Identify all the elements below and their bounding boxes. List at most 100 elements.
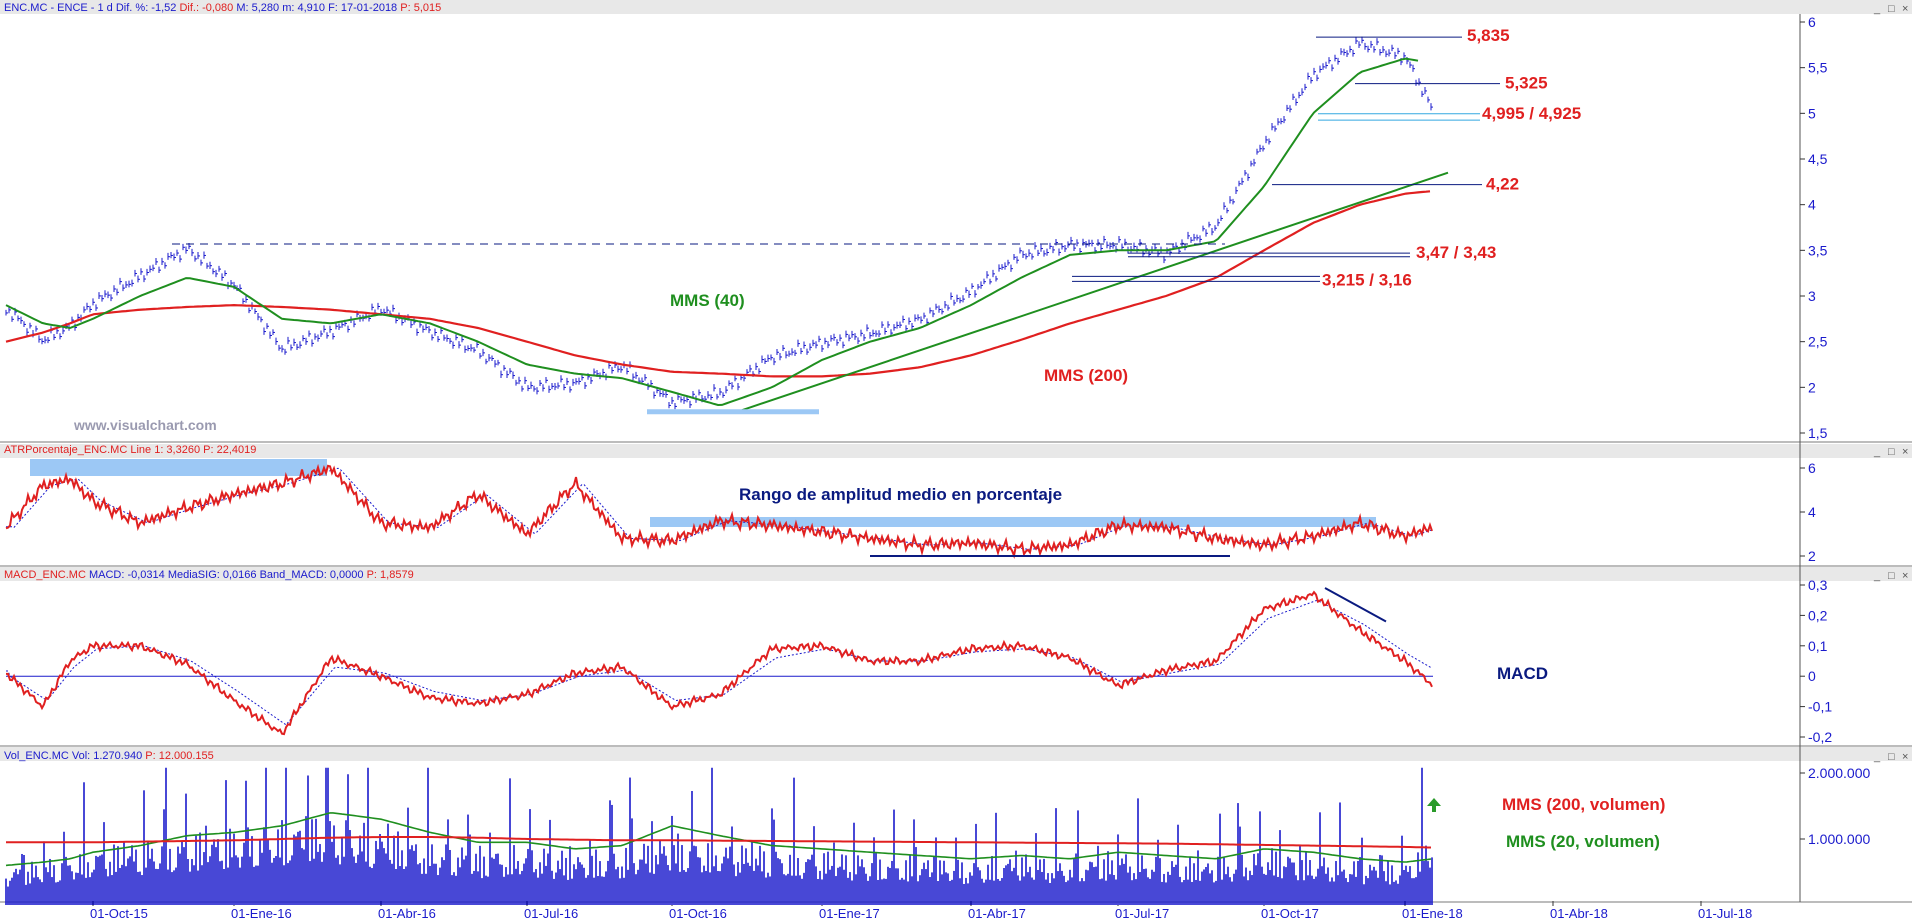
ma200-line (5, 190, 1431, 378)
macd-annotation: MACD (1497, 664, 1548, 683)
macd-header: MACD_ENC.MC MACD: -0,0314 MediaSIG: 0,01… (4, 569, 414, 581)
panels-background: _ □ × _ □ × _ □ × _ □ × (0, 0, 1912, 903)
price-header-min: m: 4,910 (282, 2, 325, 14)
price-ytick-label: 4,5 (1808, 151, 1828, 167)
atr-ytick-label: 4 (1808, 504, 1816, 520)
window-control-macd-2: × (1902, 570, 1908, 582)
window-control-atr-1: □ (1888, 446, 1895, 458)
macd-ytick-label: -0,1 (1808, 699, 1832, 715)
level-label-1: 5,325 (1505, 74, 1548, 93)
ma40-label: MMS (40) (670, 291, 745, 310)
vol-header-p: P: 12.000.155 (145, 750, 214, 762)
vol-ma200-line (6, 836, 1431, 849)
price-header-max: M: 5,280 (236, 2, 279, 14)
ma40-line (5, 57, 1419, 407)
price-header-period: 1 d (98, 2, 113, 14)
price-header-dif-pct: Dif. %: -1,52 (116, 2, 177, 14)
atr-header: ATRPorcentaje_ENC.MC Line 1: 3,3260 P: 2… (4, 444, 256, 456)
chart-marks: 6 5,5 5 4,5 4 3,5 3 2,5 2 1,5 6 4 2 0,3 0,2 0,1 0 -0,1 -0,… (5, 14, 1870, 921)
macd-divergence-line (1324, 587, 1387, 623)
price-ytick-label: 5,5 (1808, 60, 1828, 76)
vol-ma20-label: MMS (20, volumen) (1506, 832, 1660, 851)
panel-title-bar-macd (0, 567, 1912, 581)
x-tick-label: 01-Ene-18 (1402, 906, 1463, 921)
vol-header-vol: Vol: 1.270.940 (72, 750, 142, 762)
price-ytick-label: 5 (1808, 105, 1816, 121)
price-ytick-label: 1,5 (1808, 425, 1828, 441)
x-tick-label: 01-Abr-16 (378, 906, 436, 921)
window-control-macd-0: _ (1873, 570, 1881, 582)
macd-ytick-label: 0,2 (1808, 607, 1828, 623)
macd-header-signal: MediaSIG: 0,0166 (168, 569, 257, 581)
price-ytick-label: 6 (1808, 14, 1816, 30)
vol-header: Vol_ENC.MC Vol: 1.270.940 P: 12.000.155 (4, 750, 214, 762)
volume-up-arrow-icon (1427, 798, 1441, 812)
level-label-4: 3,47 / 3,43 (1416, 243, 1496, 262)
price-header-dif: Dif.: -0,080 (179, 2, 233, 14)
macd-header-band: Band_MACD: 0,0000 (260, 569, 364, 581)
x-tick-label: 01-Jul-18 (1698, 906, 1752, 921)
atr-ytick-label: 6 (1808, 460, 1816, 476)
atr-header-p: P: 22,4019 (203, 444, 256, 456)
level-label-2: 4,995 / 4,925 (1482, 104, 1581, 123)
window-control-price-1: □ (1888, 3, 1895, 15)
panel-title-bar-price (0, 0, 1912, 14)
price-header-symbol: ENC.MC - ENCE - (4, 2, 98, 14)
watermark: www.visualchart.com (73, 417, 217, 433)
window-control-vol-1: □ (1888, 751, 1895, 763)
x-tick-label: 01-Oct-17 (1261, 906, 1319, 921)
price-ytick-label: 3 (1808, 288, 1816, 304)
window-control-vol-2: × (1902, 751, 1908, 763)
price-header: ENC.MC - ENCE - 1 d Dif. %: -1,52 Dif.: … (4, 2, 441, 14)
panel-title-bar-vol (0, 747, 1912, 761)
atr-ytick-label: 2 (1808, 548, 1816, 564)
trendline-support (741, 171, 1449, 412)
x-tick-label: 01-Abr-17 (968, 906, 1026, 921)
vol-header-name: Vol_ENC.MC (4, 750, 69, 762)
atr-annotation: Rango de amplitud medio en porcentaje (739, 485, 1062, 504)
macd-ytick-label: 0,1 (1808, 638, 1828, 654)
window-control-price-2: × (1902, 3, 1908, 15)
level-label-5: 3,215 / 3,16 (1322, 270, 1412, 289)
macd-signal-line (6, 600, 1433, 726)
vol-ytick-label: 1.000.000 (1808, 831, 1870, 847)
window-control-atr-0: _ (1873, 446, 1881, 458)
support-band (647, 409, 819, 415)
x-tick-label: 01-Oct-15 (90, 906, 148, 921)
x-tick-label: 01-Oct-16 (669, 906, 727, 921)
macd-header-macd: MACD: -0,0314 (89, 569, 165, 581)
window-control-vol-0: _ (1873, 751, 1881, 763)
macd-ytick-label: 0,3 (1808, 577, 1828, 593)
macd-header-p: P: 1,8579 (367, 569, 414, 581)
macd-ytick-label: 0 (1808, 668, 1816, 684)
macd-line (6, 590, 1433, 736)
macd-header-name: MACD_ENC.MC (4, 569, 86, 581)
panel-title-bar-atr (0, 444, 1912, 458)
price-ytick-label: 2 (1808, 379, 1816, 395)
atr-band-right (650, 517, 1376, 527)
ma200-label: MMS (200) (1044, 366, 1128, 385)
price-ytick-label: 4 (1808, 197, 1816, 213)
level-label-0: 5,835 (1467, 26, 1510, 45)
level-label-3: 4,22 (1486, 175, 1519, 194)
window-control-atr-2: × (1902, 446, 1908, 458)
price-ytick-label: 2,5 (1808, 334, 1828, 350)
atr-header-line: Line 1: 3,3260 (130, 444, 200, 456)
vol-ma200-label: MMS (200, volumen) (1502, 795, 1665, 814)
x-tick-label: 01-Jul-17 (1115, 906, 1169, 921)
window-control-price-0: _ (1873, 3, 1881, 15)
x-tick-label: 01-Abr-18 (1550, 906, 1608, 921)
price-ytick-label: 3,5 (1808, 242, 1828, 258)
vol-ma20-line (5, 812, 1432, 867)
macd-ytick-label: -0,2 (1808, 729, 1832, 745)
price-header-date: F: 17-01-2018 (328, 2, 397, 14)
vol-ytick-label: 2.000.000 (1808, 765, 1870, 781)
atr-band-left (30, 459, 327, 476)
x-tick-label: 01-Ene-17 (819, 906, 880, 921)
x-tick-label: 01-Jul-16 (524, 906, 578, 921)
x-tick-label: 01-Ene-16 (231, 906, 292, 921)
window-control-macd-1: □ (1888, 570, 1895, 582)
atr-line (5, 463, 1433, 559)
price-header-last: P: 5,015 (400, 2, 441, 14)
